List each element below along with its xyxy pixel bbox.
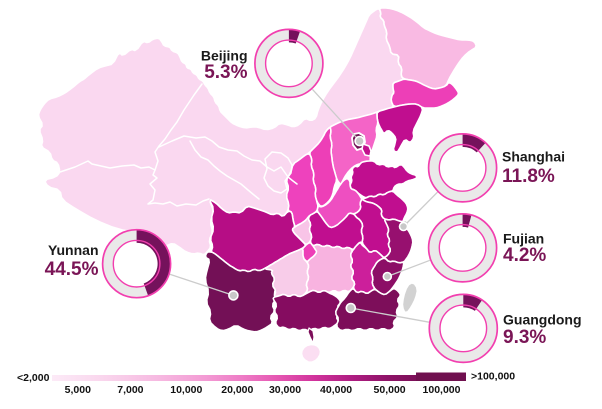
svg-text:5,000: 5,000	[65, 384, 91, 396]
svg-text:5.3%: 5.3%	[204, 62, 247, 83]
svg-text:Guangdong: Guangdong	[503, 312, 582, 328]
svg-text:Fujian: Fujian	[503, 231, 544, 247]
svg-text:40,000: 40,000	[320, 384, 352, 396]
svg-text:50,000: 50,000	[374, 384, 406, 396]
svg-text:Shanghai: Shanghai	[502, 149, 565, 165]
svg-text:44.5%: 44.5%	[45, 259, 99, 280]
svg-text:30,000: 30,000	[269, 384, 301, 396]
svg-text:>100,000: >100,000	[471, 371, 515, 383]
svg-text:9.3%: 9.3%	[503, 327, 546, 348]
svg-text:100,000: 100,000	[423, 384, 461, 396]
svg-text:Beijing: Beijing	[201, 48, 248, 64]
svg-text:Yunnan: Yunnan	[48, 242, 99, 258]
svg-text:<2,000: <2,000	[17, 372, 50, 384]
svg-text:7,000: 7,000	[117, 384, 143, 396]
svg-text:4.2%: 4.2%	[503, 245, 546, 266]
svg-text:10,000: 10,000	[170, 384, 202, 396]
svg-text:20,000: 20,000	[221, 384, 253, 396]
svg-text:11.8%: 11.8%	[502, 166, 555, 187]
